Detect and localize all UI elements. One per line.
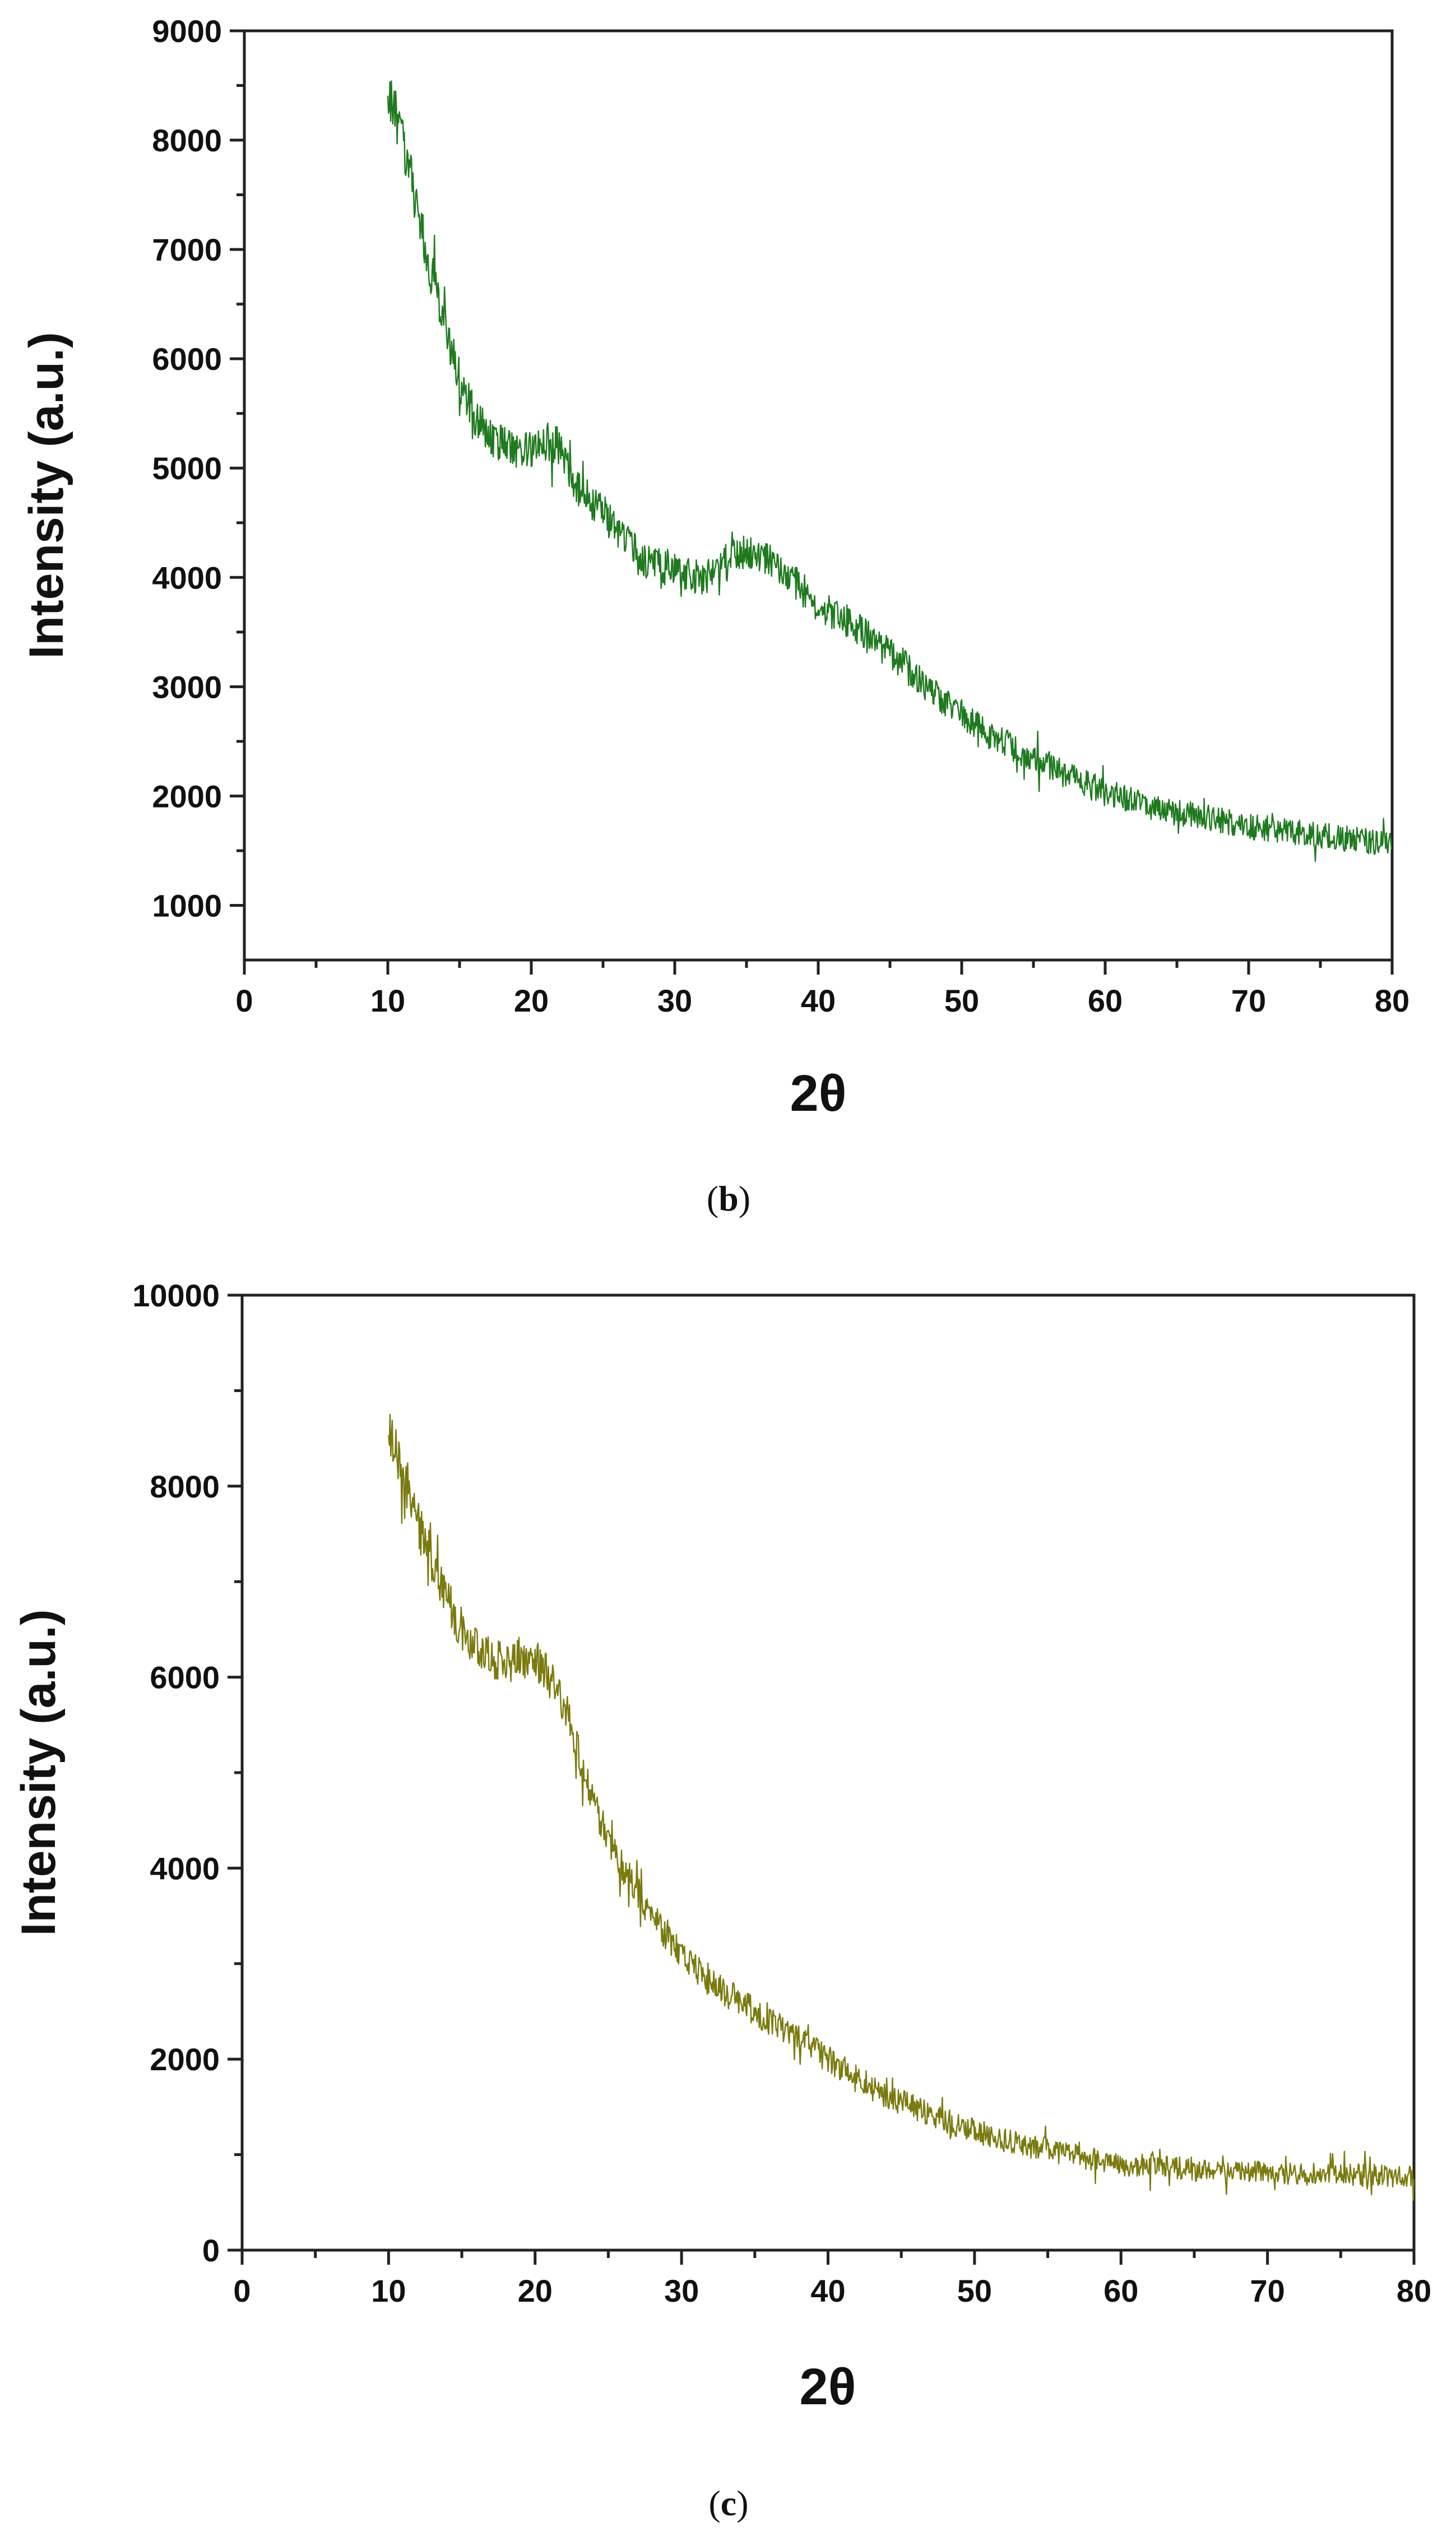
panel-b-series: [387, 80, 1393, 862]
panel-b-y-ticks: 1000 2000 3000 4000 5000 6000 7000 8000 9000: [152, 13, 244, 923]
panel-b-x-tick-label: 30: [657, 983, 692, 1018]
panel-c-x-tick-label: 50: [957, 2273, 992, 2308]
panel-c-x-tick-label: 70: [1250, 2273, 1285, 2308]
panel-c-series-line: [388, 1413, 1415, 2201]
panel-c-x-tick-label: 10: [371, 2273, 406, 2308]
panel-c-y-tick-label: 6000: [150, 1660, 220, 1695]
panel-c-x-tick-label: 40: [810, 2273, 845, 2308]
panel-b-caption-open: (: [707, 1179, 718, 1218]
panel-c-x-axis-label: 2θ: [800, 2358, 856, 2415]
panel-b-y-tick-label: 2000: [152, 778, 222, 814]
panel-c-y-tick-label: 0: [202, 2233, 220, 2268]
panel-c-x-tick-label: 60: [1103, 2273, 1138, 2308]
panel-b-x-tick-label: 60: [1088, 983, 1123, 1018]
panel-b-chart: 1000 2000 3000 4000 5000 6000 7000 8000 9000 0 10…: [20, 13, 1409, 1218]
panel-b-y-tick-label: 4000: [152, 560, 222, 595]
panel-c-caption-open: (: [708, 2483, 720, 2523]
panel-b-caption-close: ): [739, 1179, 750, 1218]
panel-b-x-tick-label: 0: [235, 983, 253, 1018]
panel-c-plot-frame: [240, 1293, 1416, 2252]
panel-c-x-tick-label: 30: [664, 2273, 699, 2308]
panel-b-y-tick-label: 1000: [152, 888, 222, 923]
panel-c-caption: (c): [708, 2483, 748, 2523]
panel-b-x-tick-label: 50: [944, 983, 979, 1018]
panel-b-y-tick-label: 9000: [152, 13, 222, 49]
panel-c-chart: 0 2000 4000 6000 8000 10000 0 10 20 30 40 50 60 70 80…: [12, 1278, 1431, 2523]
panel-b-y-axis-label: Intensity (a.u.): [20, 332, 73, 659]
panel-b-x-ticks: 0 10 20 30 40 50 60 70 80: [235, 960, 1409, 1018]
panel-c-y-axis-label: Intensity (a.u.): [12, 1610, 66, 1936]
panel-b-y-tick-label: 8000: [152, 123, 222, 158]
panel-c-x-tick-label: 80: [1397, 2273, 1431, 2308]
panel-c-caption-close: ): [736, 2483, 748, 2523]
panel-c-x-tick-label: 20: [518, 2273, 553, 2308]
panel-b-y-tick-label: 5000: [152, 451, 222, 486]
panel-c-y-tick-label: 4000: [150, 1851, 220, 1886]
panel-b-caption: (b): [707, 1179, 750, 1218]
panel-b-y-tick-label: 3000: [152, 669, 222, 704]
panel-c-caption-letter: c: [721, 2483, 736, 2523]
panel-b-x-axis-label: 2θ: [790, 1065, 847, 1122]
panel-c-y-tick-label: 2000: [150, 2042, 220, 2077]
panel-b-x-tick-label: 40: [801, 983, 836, 1018]
panel-b-x-tick-label: 80: [1375, 983, 1409, 1018]
panel-c-series: [388, 1413, 1415, 2201]
panel-b-x-tick-label: 20: [514, 983, 549, 1018]
panel-b-series-line: [387, 80, 1393, 862]
panel-b-y-tick-label: 6000: [152, 341, 222, 377]
panel-b-x-tick-label: 70: [1231, 983, 1266, 1018]
panel-c-y-ticks: 0 2000 4000 6000 8000 10000: [132, 1278, 242, 2268]
panel-c-x-ticks: 0 10 20 30 40 50 60 70 80: [233, 2250, 1431, 2308]
panel-c-y-tick-label: 10000: [132, 1278, 220, 1313]
panel-b-y-tick-label: 7000: [152, 232, 222, 267]
panel-b-caption-letter: b: [718, 1179, 739, 1218]
panel-c-x-tick-label: 0: [233, 2273, 251, 2308]
panel-b-x-tick-label: 10: [370, 983, 405, 1018]
panel-c-y-tick-label: 8000: [150, 1469, 220, 1504]
